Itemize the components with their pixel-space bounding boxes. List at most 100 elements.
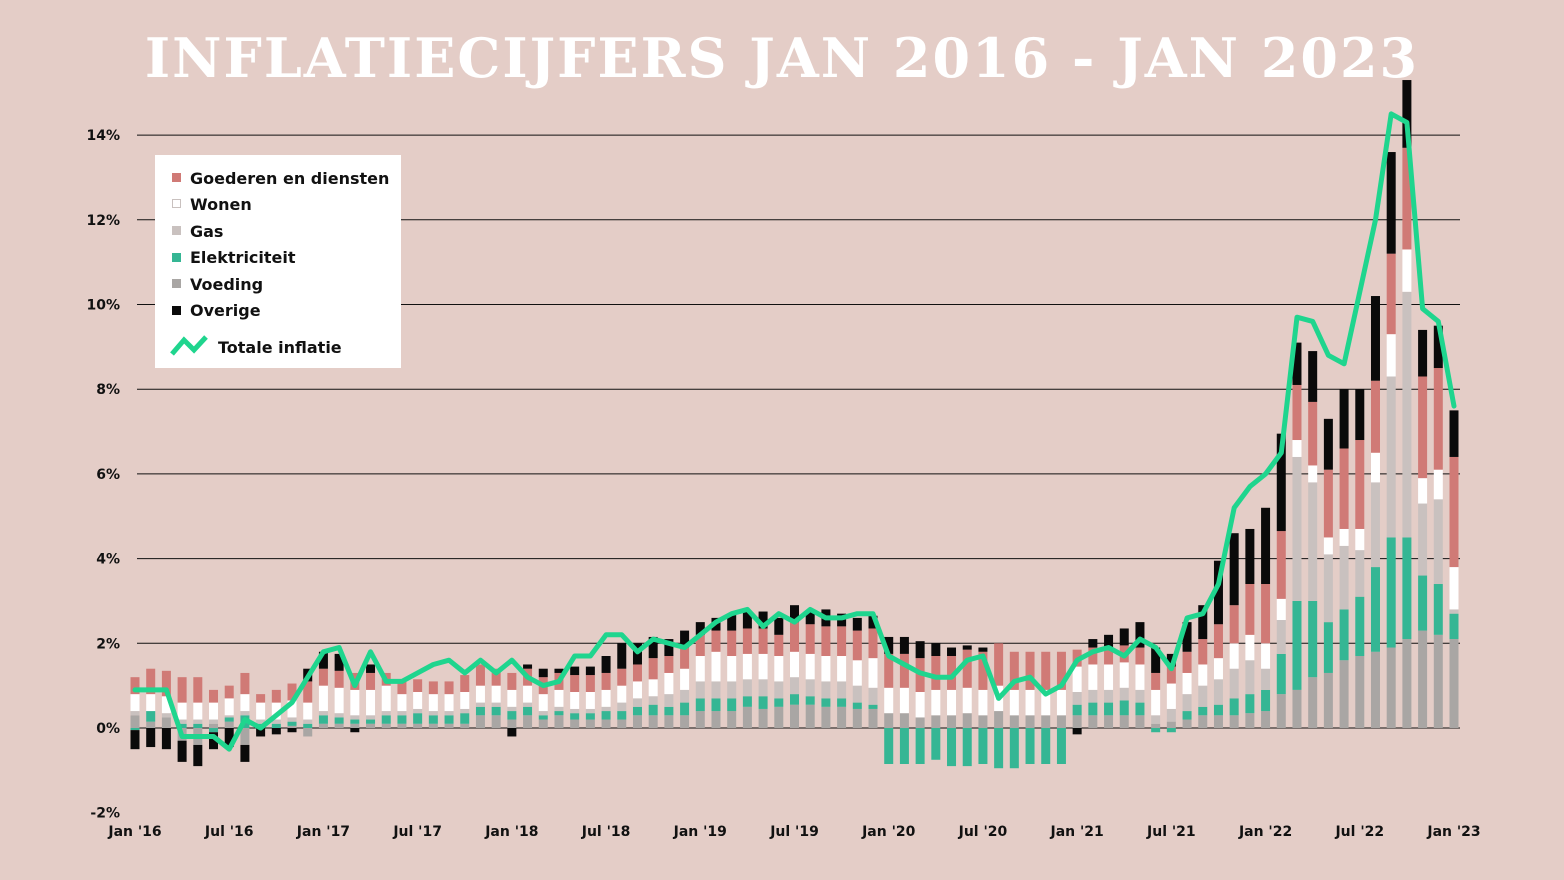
- bar-segment-voeding: [1261, 711, 1271, 728]
- bar-segment-voeding: [538, 719, 548, 728]
- bar-segment-voeding: [1072, 715, 1082, 728]
- bar-segment-gas: [852, 685, 862, 703]
- bar-segment-wonen: [664, 672, 674, 695]
- y-tick-label: 0%: [96, 721, 120, 737]
- bar-segment-overige: [1323, 418, 1333, 470]
- bar-segment-elektriciteit: [303, 723, 313, 728]
- bar-segment-gas: [1213, 679, 1223, 705]
- bar-segment-elektriciteit: [366, 719, 376, 724]
- bar-segment-gas: [1276, 620, 1286, 654]
- bar-segment-overige: [758, 611, 768, 629]
- bar-segment-elektriciteit: [1041, 728, 1051, 764]
- bar-segment-elektriciteit: [570, 713, 580, 720]
- bar-segment-goederen-en-diensten: [994, 643, 1004, 686]
- bar-segment-wonen: [758, 653, 768, 680]
- bar-segment-gas: [868, 687, 878, 705]
- bar-segment-goederen-en-diensten: [1339, 448, 1349, 529]
- bar-segment-wonen: [491, 685, 501, 703]
- bar-segment-gas: [1355, 550, 1365, 597]
- bar-segment-voeding: [837, 706, 847, 728]
- bar-segment-goederen-en-diensten: [1370, 380, 1380, 453]
- bar-segment-voeding: [209, 723, 219, 728]
- x-tick-label: Jan '22: [1238, 824, 1292, 840]
- bar-segment-overige: [240, 744, 250, 762]
- bar-segment-gas: [1370, 482, 1380, 568]
- bar-segment-gas: [1072, 692, 1082, 705]
- y-tick-label: 4%: [96, 552, 120, 568]
- bar-segment-overige: [601, 656, 611, 673]
- bar-segment-voeding: [790, 704, 799, 728]
- bar-segment-gas: [318, 711, 328, 716]
- bar-segment-goederen-en-diensten: [585, 675, 595, 693]
- bar-segment-voeding: [303, 728, 313, 737]
- bar-segment-voeding: [350, 723, 360, 728]
- legend-swatch-wonen: [172, 199, 181, 208]
- bar-segment-wonen: [1009, 689, 1019, 716]
- bar-segment-goederen-en-diensten: [1292, 384, 1302, 441]
- bar-segment-wonen: [1088, 664, 1098, 690]
- bar-segment-goederen-en-diensten: [1182, 651, 1192, 673]
- bar-segment-voeding: [915, 717, 925, 728]
- bar-segment-overige: [130, 730, 140, 750]
- bar-segment-goederen-en-diensten: [491, 668, 501, 686]
- bar-segment-elektriciteit: [1433, 584, 1443, 635]
- bar-segment-voeding: [460, 723, 470, 728]
- bar-segment-elektriciteit: [460, 713, 470, 724]
- bar-segment-goederen-en-diensten: [962, 649, 972, 688]
- bar-segment-goederen-en-diensten: [1135, 647, 1145, 665]
- bar-segment-elektriciteit: [1261, 689, 1271, 712]
- bar-segment-wonen: [1433, 469, 1443, 500]
- bar-segment-gas: [805, 679, 815, 697]
- bar-segment-wonen: [711, 651, 721, 682]
- bar-segment-voeding: [381, 723, 391, 728]
- bar-segment-goederen-en-diensten: [413, 679, 423, 693]
- bar-segment-elektriciteit: [711, 698, 721, 712]
- bar-segment-wonen: [601, 689, 611, 707]
- bar-segment-gas: [837, 681, 847, 699]
- bar-segment-goederen-en-diensten: [680, 647, 690, 669]
- bar-segment-elektriciteit: [758, 696, 768, 709]
- legend: Goederen en diensten Wonen Gas Elektrici…: [155, 155, 401, 368]
- bar-segment-voeding: [884, 713, 894, 728]
- bar-segment-goederen-en-diensten: [947, 656, 957, 690]
- bar-segment-goederen-en-diensten: [444, 681, 454, 695]
- bar-segment-goederen-en-diensten: [475, 664, 485, 686]
- bar-segment-goederen-en-diensten: [146, 668, 156, 695]
- bar-segment-goederen-en-diensten: [884, 653, 894, 688]
- bar-segment-voeding: [1135, 715, 1145, 728]
- x-tick-label: Jul '21: [1146, 824, 1196, 840]
- bar-segment-elektriciteit: [821, 698, 831, 707]
- bar-segment-gas: [727, 681, 737, 699]
- bar-segment-wonen: [1198, 664, 1208, 686]
- bar-segment-elektriciteit: [507, 711, 517, 720]
- bar-segment-elektriciteit: [1151, 728, 1161, 733]
- bar-segment-gas: [1261, 668, 1271, 690]
- bar-segment-gas: [428, 711, 438, 716]
- bar-segment-wonen: [617, 685, 627, 703]
- bar-segment-elektriciteit: [790, 694, 799, 705]
- bar-segment-voeding: [585, 719, 595, 728]
- bar-segment-wonen: [1449, 567, 1459, 610]
- bar-segment-overige: [1245, 528, 1255, 585]
- bar-segment-wonen: [523, 685, 533, 703]
- bar-segment-wonen: [460, 692, 470, 709]
- bar-segment-goederen-en-diensten: [1261, 584, 1271, 644]
- bar-segment-goederen-en-diensten: [790, 622, 799, 652]
- bar-segment-goederen-en-diensten: [1433, 368, 1443, 470]
- bar-segment-elektriciteit: [632, 706, 642, 716]
- bar-segment-wonen: [350, 689, 360, 716]
- bar-segment-voeding: [805, 704, 815, 728]
- legend-label-totale-inflatie: Totale inflatie: [218, 338, 342, 357]
- legend-swatch-goederen: [172, 173, 181, 182]
- bar-segment-elektriciteit: [994, 728, 1004, 769]
- bar-segment-wonen: [1151, 689, 1161, 716]
- bar-segment-voeding: [1323, 672, 1333, 728]
- bar-segment-overige: [334, 653, 344, 671]
- bar-segment-elektriciteit: [852, 702, 862, 709]
- bar-segment-wonen: [915, 692, 925, 718]
- bar-segment-gas: [648, 696, 658, 705]
- bar-segment-overige: [1276, 433, 1286, 532]
- bar-segment-voeding: [413, 723, 423, 728]
- bar-segment-wonen: [1370, 452, 1380, 483]
- y-tick-label: 2%: [96, 636, 120, 652]
